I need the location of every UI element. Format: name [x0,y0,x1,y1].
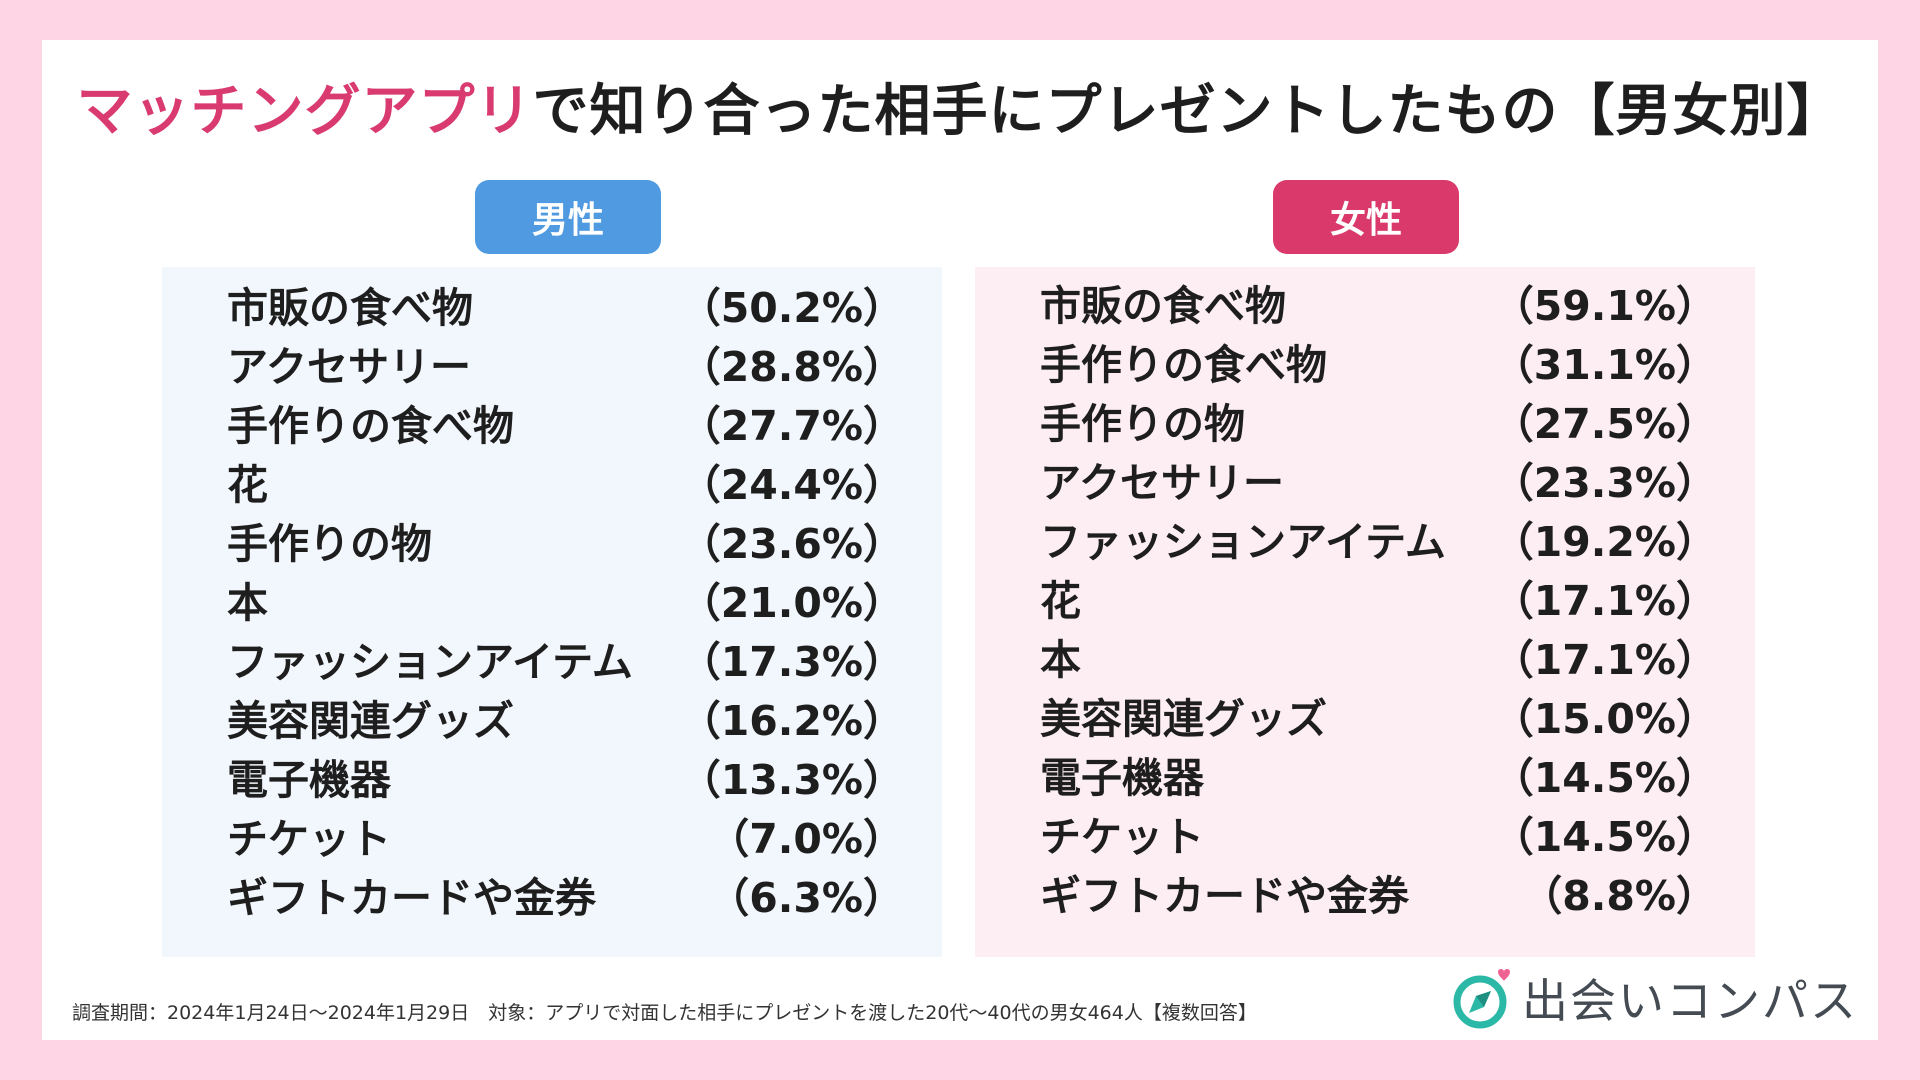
ranking-row: ファッションアイテム （19.2%） [975,513,1755,572]
item-percentage: （13.3%） [679,756,904,804]
female-badge: 女性 [1273,180,1459,254]
ranking-row: 美容関連グッズ （16.2%） [162,692,942,751]
item-percentage: （28.8%） [679,343,904,391]
item-label: 花 [227,461,268,509]
ranking-row: ギフトカードや金券 （8.8%） [975,867,1755,926]
item-percentage: （21.0%） [679,579,904,627]
item-label: ギフトカードや金券 [227,874,596,922]
item-label: 美容関連グッズ [227,697,514,745]
ranking-row: 手作りの食べ物 （31.1%） [975,336,1755,395]
item-percentage: （14.5%） [1492,754,1717,802]
item-percentage: （17.3%） [679,638,904,686]
item-label: 電子機器 [227,756,391,804]
item-label: アクセサリー [1040,459,1284,507]
item-label: 手作りの物 [1040,400,1245,448]
page-title: マッチングアプリで知り合った相手にプレゼントしたもの【男女別】 [0,66,1920,147]
item-label: チケット [227,815,391,863]
survey-footnote: 調査期間：2024年1月24日〜2024年1月29日 対象：アプリで対面した相手… [72,1002,1257,1024]
item-label: ファッションアイテム [1040,518,1446,566]
item-percentage: （59.1%） [1492,282,1717,330]
item-percentage: （19.2%） [1492,518,1717,566]
item-percentage: （7.0%） [708,815,904,863]
item-label: アクセサリー [227,343,471,391]
item-percentage: （15.0%） [1492,695,1717,743]
male-ranking-panel: 市販の食べ物 （50.2%） アクセサリー （28.8%） 手作りの食べ物 （27.7%）… [162,267,942,957]
ranking-row: ファッションアイテム （17.3%） [162,633,942,692]
item-label: 手作りの物 [227,520,432,568]
ranking-row: 花 （17.1%） [975,572,1755,631]
item-percentage: （6.3%） [708,874,904,922]
item-label: 電子機器 [1040,754,1204,802]
item-label: 本 [1040,636,1081,684]
ranking-row: 市販の食べ物 （59.1%） [975,277,1755,336]
item-percentage: （14.5%） [1492,813,1717,861]
item-percentage: （8.8%） [1521,872,1717,920]
ranking-row: 電子機器 （14.5%） [975,749,1755,808]
compass-heart-icon [1453,969,1510,1029]
item-label: 手作りの食べ物 [227,402,514,450]
ranking-row: 電子機器 （13.3%） [162,751,942,810]
ranking-row: 本 （17.1%） [975,631,1755,690]
item-percentage: （23.3%） [1492,459,1717,507]
title-rest: で知り合った相手にプレゼントしたもの【男女別】 [532,79,1844,144]
female-ranking-panel: 市販の食べ物 （59.1%） 手作りの食べ物 （31.1%） 手作りの物 （27.5%） ア… [975,267,1755,957]
item-label: 市販の食べ物 [227,284,473,332]
ranking-row: 市販の食べ物 （50.2%） [162,279,942,338]
item-percentage: （16.2%） [679,697,904,745]
item-label: ファッションアイテム [227,638,633,686]
ranking-row: アクセサリー （28.8%） [162,338,942,397]
logo-text: 出会いコンパス [1522,974,1858,1028]
item-percentage: （31.1%） [1492,341,1717,389]
item-label: チケット [1040,813,1204,861]
ranking-row: アクセサリー （23.3%） [975,454,1755,513]
ranking-row: ギフトカードや金券 （6.3%） [162,869,942,928]
ranking-row: 美容関連グッズ （15.0%） [975,690,1755,749]
item-label: 本 [227,579,268,627]
male-badge: 男性 [475,180,661,254]
item-percentage: （27.5%） [1492,400,1717,448]
ranking-row: 手作りの食べ物 （27.7%） [162,397,942,456]
ranking-row: 花 （24.4%） [162,456,942,515]
ranking-row: チケット （14.5%） [975,808,1755,867]
item-percentage: （24.4%） [679,461,904,509]
item-percentage: （23.6%） [679,520,904,568]
ranking-row: 手作りの物 （27.5%） [975,395,1755,454]
item-percentage: （17.1%） [1492,577,1717,625]
ranking-row: チケット （7.0%） [162,810,942,869]
brand-logo: 出会いコンパス [1452,966,1858,1030]
item-label: ギフトカードや金券 [1040,872,1409,920]
item-label: 手作りの食べ物 [1040,341,1327,389]
item-label: 市販の食べ物 [1040,282,1286,330]
ranking-row: 本 （21.0%） [162,574,942,633]
title-highlight: マッチングアプリ [76,79,533,144]
ranking-row: 手作りの物 （23.6%） [162,515,942,574]
item-percentage: （50.2%） [679,284,904,332]
item-label: 花 [1040,577,1081,625]
item-percentage: （27.7%） [679,402,904,450]
item-percentage: （17.1%） [1492,636,1717,684]
item-label: 美容関連グッズ [1040,695,1327,743]
